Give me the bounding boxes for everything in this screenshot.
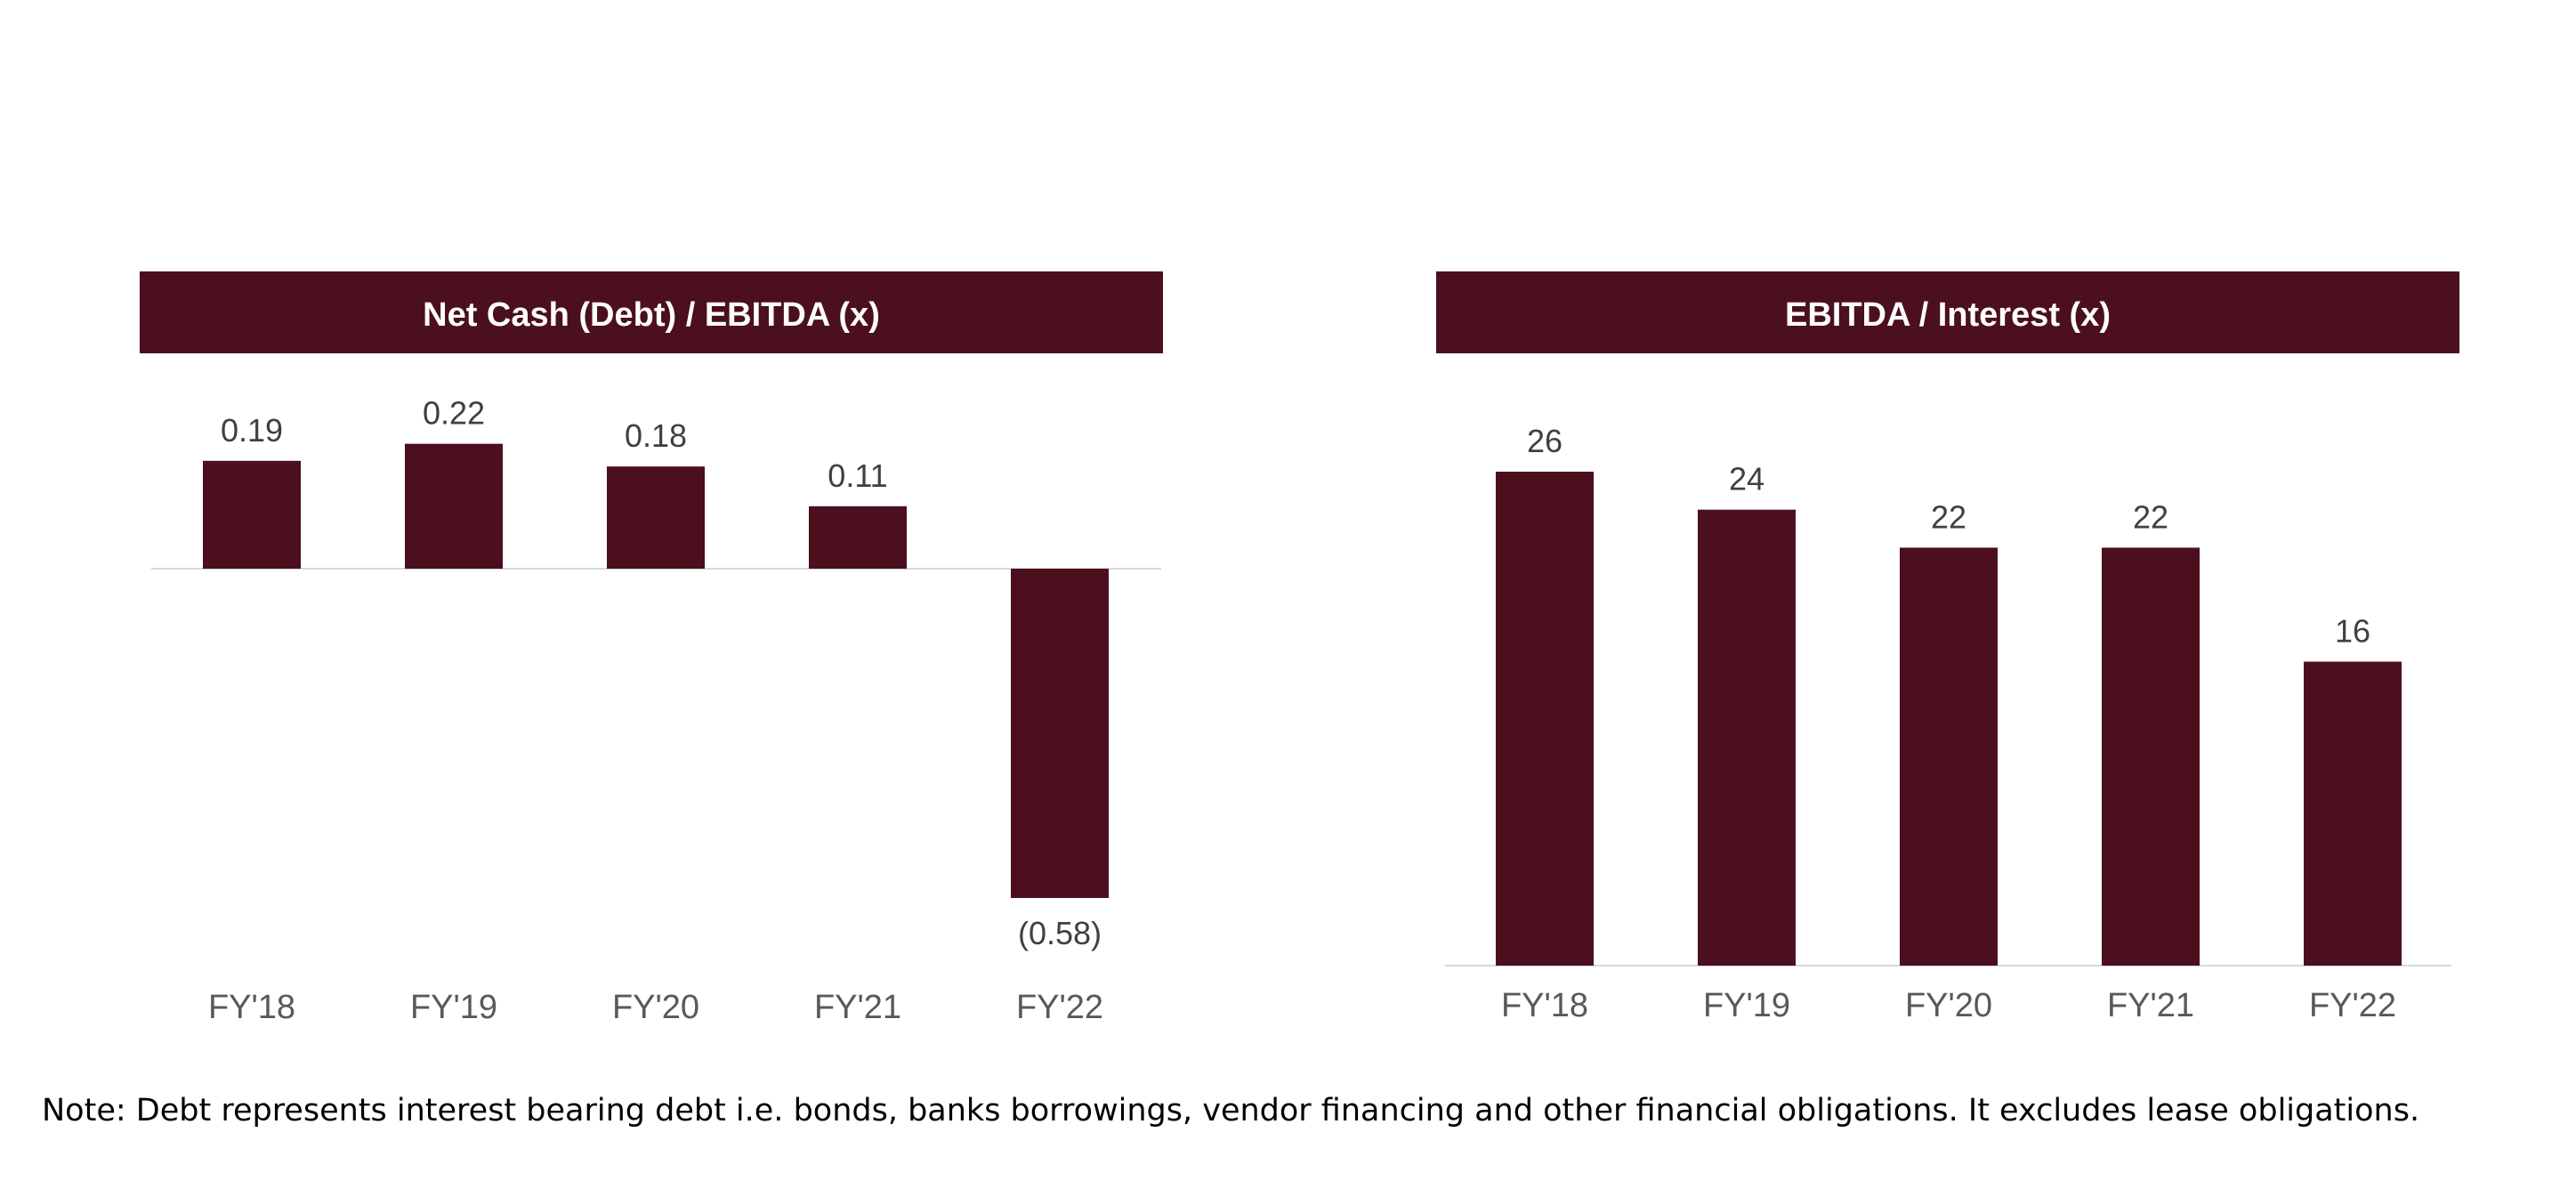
footnote: Note: Debt represents interest bearing d… xyxy=(42,1093,2420,1128)
chart-title: Net Cash (Debt) / EBITDA (x) xyxy=(423,296,880,334)
bar-fy21 xyxy=(809,506,907,569)
data-label: 26 xyxy=(1527,423,1563,459)
data-label: 22 xyxy=(1931,498,1966,535)
x-tick-label: FY'19 xyxy=(1703,987,1790,1024)
net-cash-debt-ebitda-chart: Net Cash (Debt) / EBITDA (x) 0.19FY'180.… xyxy=(140,271,1163,1026)
x-tick-label: FY'21 xyxy=(2107,987,2194,1024)
ebitda-interest-chart: EBITDA / Interest (x) 26 FY'18 24 FY'19 22 FY… xyxy=(1436,271,2459,1024)
x-tick-label: FY'21 xyxy=(814,989,901,1026)
chart-bars: 26 FY'18 24 FY'19 22 FY'20 22 FY'21 16 FY'22 xyxy=(1496,423,2402,1024)
x-tick-label: FY'18 xyxy=(208,989,295,1026)
data-label: (0.58) xyxy=(1018,915,1102,951)
chart-title: EBITDA / Interest (x) xyxy=(1785,296,2111,334)
data-label: 16 xyxy=(2335,612,2370,649)
bar-fy20 xyxy=(607,466,705,569)
bar-fy19 xyxy=(1698,509,1796,966)
bar-fy18 xyxy=(1496,472,1594,966)
x-tick-label: FY'18 xyxy=(1501,987,1588,1024)
x-tick-label: FY'20 xyxy=(612,989,699,1026)
bar-fy22 xyxy=(2304,661,2402,966)
data-label: 0.11 xyxy=(828,457,887,494)
chart-bars: 0.19 FY'18 0.22 FY'19 0.18 FY'20 0.11 FY'21 (0.5… xyxy=(203,395,1109,1026)
chart-header-bar xyxy=(1436,271,2459,353)
data-label: 24 xyxy=(1729,461,1764,497)
x-tick-label: FY'22 xyxy=(1016,989,1103,1026)
data-label: 0.22 xyxy=(423,395,485,432)
chart-header-bar xyxy=(140,271,1163,353)
data-label: 0.19 xyxy=(221,412,283,449)
bar-fy20 xyxy=(1900,547,1998,966)
bar-fy21 xyxy=(2102,547,2200,966)
bar-fy19 xyxy=(405,443,503,569)
x-tick-label: FY'19 xyxy=(410,989,497,1026)
bar-fy18 xyxy=(203,460,301,569)
x-tick-label: FY'22 xyxy=(2309,987,2396,1024)
data-label: 0.18 xyxy=(625,417,687,454)
data-label: 22 xyxy=(2133,498,2168,535)
bar-fy22 xyxy=(1011,569,1109,898)
x-tick-label: FY'20 xyxy=(1905,987,1992,1024)
